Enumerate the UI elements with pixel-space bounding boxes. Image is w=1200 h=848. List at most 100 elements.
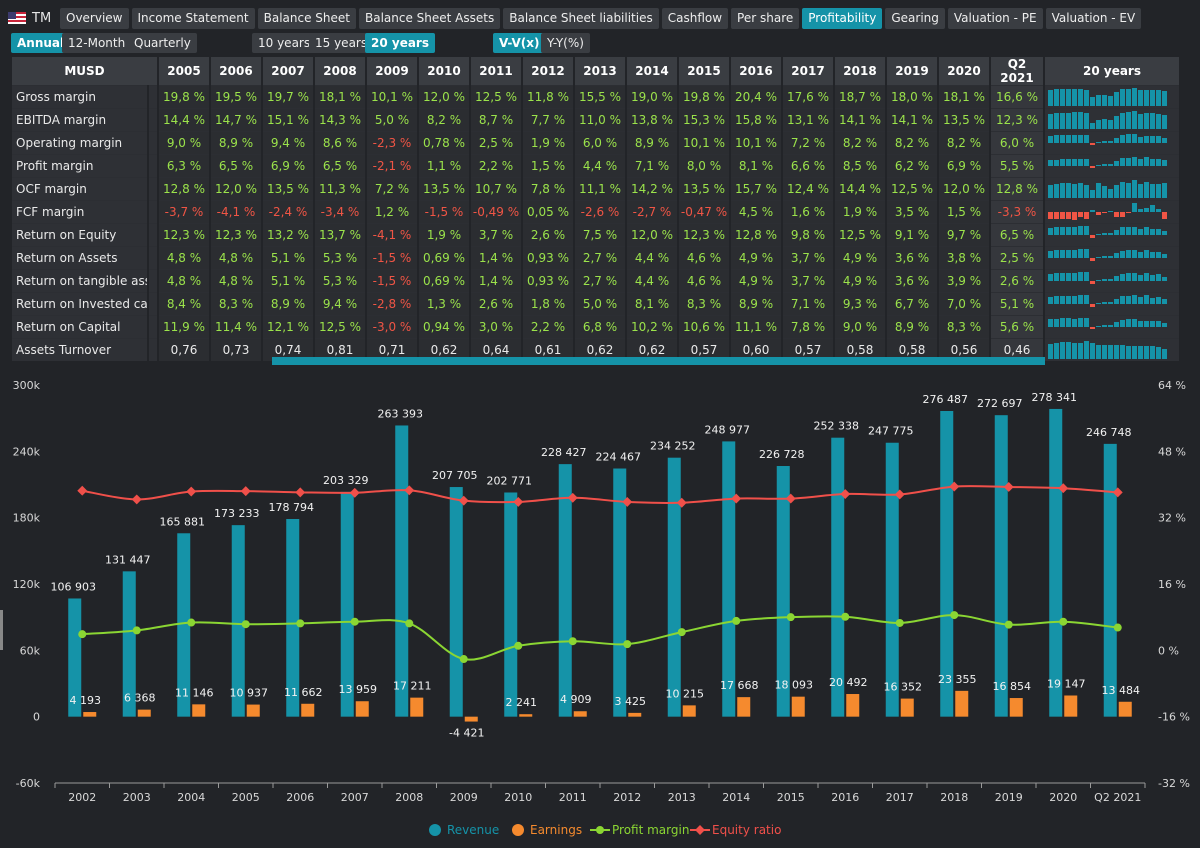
quarterly-button[interactable]: Quarterly xyxy=(128,33,197,53)
20-years-button[interactable]: 20 years xyxy=(365,33,435,53)
table-row[interactable]: Operating margin 9,0 % 8,9 % 9,4 % 8,6 % -2,3… xyxy=(12,131,1179,154)
table-cell: 3,8 % xyxy=(939,246,989,269)
profit-margin-point xyxy=(132,626,141,635)
tab-balance-sheet[interactable]: Balance Sheet xyxy=(257,8,356,29)
table-row[interactable]: Return on Assets 4,8 % 4,8 % 5,1 % 5,3 % -1,5… xyxy=(12,246,1179,269)
sparkline-bar xyxy=(1084,226,1089,235)
row-label: OCF margin xyxy=(12,177,147,200)
table-cell: 12,3 % xyxy=(991,108,1043,131)
sparkline-bar xyxy=(1090,189,1095,198)
sparkline-bar xyxy=(1138,346,1143,359)
row-sparkline xyxy=(1045,154,1179,177)
v-vx-button[interactable]: V-V(x) xyxy=(493,33,546,53)
table-row[interactable]: Gross margin 19,8 % 19,5 % 19,7 % 18,1 % 10,1… xyxy=(12,85,1179,108)
table-cell: -0,47 % xyxy=(679,200,729,223)
revenue-bar xyxy=(122,571,136,717)
sparkline-chart xyxy=(1048,180,1176,198)
table-cell: 3,5 % xyxy=(887,200,937,223)
tab-gearing[interactable]: Gearing xyxy=(885,8,945,29)
table-cell: 19,5 % xyxy=(211,85,261,108)
table-cell: 1,9 % xyxy=(419,223,469,246)
tab-profitability[interactable]: Profitability xyxy=(802,8,883,29)
revenue-bar xyxy=(286,519,300,717)
sparkline-bar xyxy=(1108,211,1113,212)
sparkline-chart xyxy=(1048,272,1176,290)
table-cell: 4,9 % xyxy=(835,269,885,292)
sparkline-bar xyxy=(1078,272,1083,281)
15-years-button[interactable]: 15 years xyxy=(309,33,374,53)
sparkline-bar xyxy=(1072,88,1077,106)
left-axis-tick: 120k xyxy=(13,578,41,591)
column-header: 2019 xyxy=(887,57,937,85)
10-years-button[interactable]: 10 years xyxy=(252,33,317,53)
table-row[interactable]: Assets Turnover 0,76 0,73 0,74 0,81 0,71 0,62 0… xyxy=(12,338,1179,361)
revenue-bar xyxy=(231,525,245,717)
left-axis-tick: 180k xyxy=(13,512,41,525)
tab-valuation-pe[interactable]: Valuation - PE xyxy=(947,8,1043,29)
table-row[interactable]: Return on Capital 11,9 % 11,4 % 12,1 % 12,5 … xyxy=(12,315,1179,338)
x-axis-label: 2005 xyxy=(232,791,260,804)
table-row[interactable]: FCF margin -3,7 % -4,1 % -2,4 % -3,4 % 1,2 % -… xyxy=(12,200,1179,223)
sparkline-bar xyxy=(1066,249,1071,258)
tab-valuation-ev[interactable]: Valuation - EV xyxy=(1045,8,1142,29)
table-cell: 0,60 xyxy=(731,338,781,361)
table-cell: 8,1 % xyxy=(731,154,781,177)
sparkline-bar xyxy=(1090,209,1095,212)
table-cell: 4,9 % xyxy=(731,246,781,269)
table-cell: 2,5 % xyxy=(471,131,521,154)
table-cell: 18,1 % xyxy=(315,85,365,108)
column-header: 2008 xyxy=(315,57,365,85)
sparkline-bar xyxy=(1150,297,1155,304)
revenue-label: 207 705 xyxy=(432,469,478,482)
sparkline-bar xyxy=(1102,324,1107,327)
tab-overview[interactable]: Overview xyxy=(60,8,129,29)
sparkline-bar xyxy=(1066,318,1071,327)
table-cell: 11,1 % xyxy=(575,177,625,200)
12-month-button[interactable]: 12-Month xyxy=(62,33,132,53)
tab-balance-sheet-assets[interactable]: Balance Sheet Assets xyxy=(359,8,501,29)
profit-margin-point xyxy=(1113,623,1122,632)
table-cell: 15,3 % xyxy=(679,108,729,131)
sparkline-bar xyxy=(1120,345,1125,359)
tab-balance-sheet-liabilities[interactable]: Balance Sheet liabilities xyxy=(503,8,659,29)
table-horizontal-scrollbar[interactable] xyxy=(272,357,1045,365)
table-row[interactable]: Return on tangible assets4,8 %4,8 %5,1 %… xyxy=(12,269,1179,292)
table-cell: 10,1 % xyxy=(731,131,781,154)
earnings-label: 13 484 xyxy=(1102,684,1141,697)
tab-income-statement[interactable]: Income Statement xyxy=(131,8,255,29)
ticker-selector[interactable]: TM xyxy=(8,8,51,28)
sparkline-chart xyxy=(1048,111,1176,129)
table-cell: 3,6 % xyxy=(887,246,937,269)
row-label: EBITDA margin xyxy=(12,108,147,131)
y-y-percent-button[interactable]: Y-Y(%) xyxy=(541,33,590,53)
table-row[interactable]: EBITDA margin 14,4 % 14,7 % 15,1 % 14,3 % 5,0… xyxy=(12,108,1179,131)
table-cell: 3,7 % xyxy=(783,269,833,292)
table-row[interactable]: Return on Invested capita8,4 %8,3 %8,9 %… xyxy=(12,292,1179,315)
sparkline-bar xyxy=(1048,319,1053,327)
annual-button[interactable]: Annual xyxy=(11,33,71,53)
revenue-legend-icon xyxy=(429,824,441,836)
table-cell: -4,1 % xyxy=(367,223,417,246)
tab-cashflow[interactable]: Cashflow xyxy=(661,8,729,29)
table-row[interactable]: Return on Equity 12,3 % 12,3 % 13,2 % 13,7 %… xyxy=(12,223,1179,246)
sparkline-bar xyxy=(1138,159,1143,166)
earnings-bar xyxy=(137,709,151,717)
earnings-label: 23 355 xyxy=(938,673,977,686)
row-label: Assets Turnover xyxy=(12,338,147,361)
table-cell: -2,6 % xyxy=(575,200,625,223)
table-cell: 4,9 % xyxy=(731,269,781,292)
sparkline-bar xyxy=(1060,183,1065,198)
sparkline-bar xyxy=(1096,164,1101,166)
table-row[interactable]: Profit margin 6,3 % 6,5 % 6,9 % 6,5 % -2,1 % 1… xyxy=(12,154,1179,177)
revenue-label: 202 771 xyxy=(487,474,533,487)
table-cell: -3,3 % xyxy=(991,200,1043,223)
table-cell: 1,6 % xyxy=(783,200,833,223)
table-cell: 0,62 xyxy=(419,338,469,361)
sparkline-bar xyxy=(1060,295,1065,304)
table-row[interactable]: OCF margin 12,8 % 12,0 % 13,5 % 11,3 % 7,2 % 1… xyxy=(12,177,1179,200)
sparkline-bar xyxy=(1132,345,1137,359)
sparkline-bar xyxy=(1162,137,1167,143)
sparkline-bar xyxy=(1084,295,1089,304)
tab-per-share[interactable]: Per share xyxy=(731,8,800,29)
table-cell: 3,0 % xyxy=(471,315,521,338)
